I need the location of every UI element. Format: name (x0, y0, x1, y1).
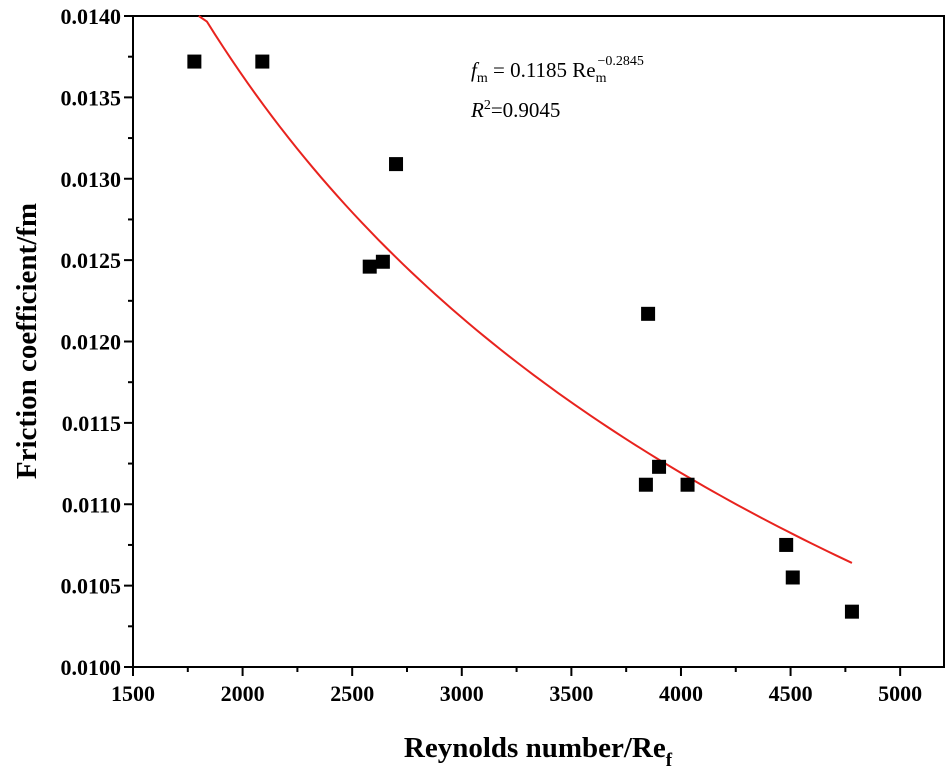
x-axis: 1500 2000 2500 3000 3500 4000 4500 5000 (111, 667, 922, 706)
data-point (785, 570, 800, 585)
data-point (638, 477, 653, 492)
y-tick-label: 0.0140 (61, 4, 122, 29)
data-points (187, 54, 859, 619)
data-point (375, 254, 390, 269)
data-point (389, 157, 404, 172)
y-tick-label: 0.0120 (61, 330, 122, 355)
data-point (187, 54, 202, 69)
fit-equation: fm = 0.1185 Rem−0.2845 (471, 54, 644, 86)
data-point (641, 306, 656, 321)
y-tick-label: 0.0105 (61, 574, 122, 599)
data-point (255, 54, 270, 69)
fit-layer (198, 15, 853, 564)
x-tick-label: 4000 (659, 681, 703, 706)
x-axis-title-subscript: f (666, 750, 673, 771)
y-axis-title: Friction coefficient/fm (11, 203, 43, 479)
x-tick-label: 2500 (330, 681, 374, 706)
x-tick-label: 2000 (221, 681, 265, 706)
y-tick-label: 0.0130 (61, 167, 122, 192)
x-axis-title: Reynolds number/Ref (404, 732, 673, 771)
y-tick-label: 0.0100 (61, 655, 122, 680)
y-tick-label: 0.0135 (61, 85, 122, 110)
x-tick-label: 3500 (549, 681, 593, 706)
data-point (652, 459, 667, 474)
x-tick-label: 1500 (111, 681, 155, 706)
data-point (362, 259, 377, 274)
x-tick-label: 3000 (440, 681, 484, 706)
y-axis: 0.0100 0.0105 0.0110 0.0115 0.0120 0.0125 0.01… (61, 4, 133, 680)
r-squared: R2=0.9045 (470, 98, 560, 122)
y-tick-label: 0.0110 (62, 492, 121, 517)
y-tick-label: 0.0115 (62, 411, 121, 436)
x-tick-label: 4500 (769, 681, 813, 706)
fit-curve (198, 15, 853, 564)
y-tick-label: 0.0125 (61, 248, 122, 273)
data-point (779, 537, 794, 552)
data-point (844, 604, 859, 619)
x-tick-label: 5000 (878, 681, 922, 706)
data-point (680, 477, 695, 492)
